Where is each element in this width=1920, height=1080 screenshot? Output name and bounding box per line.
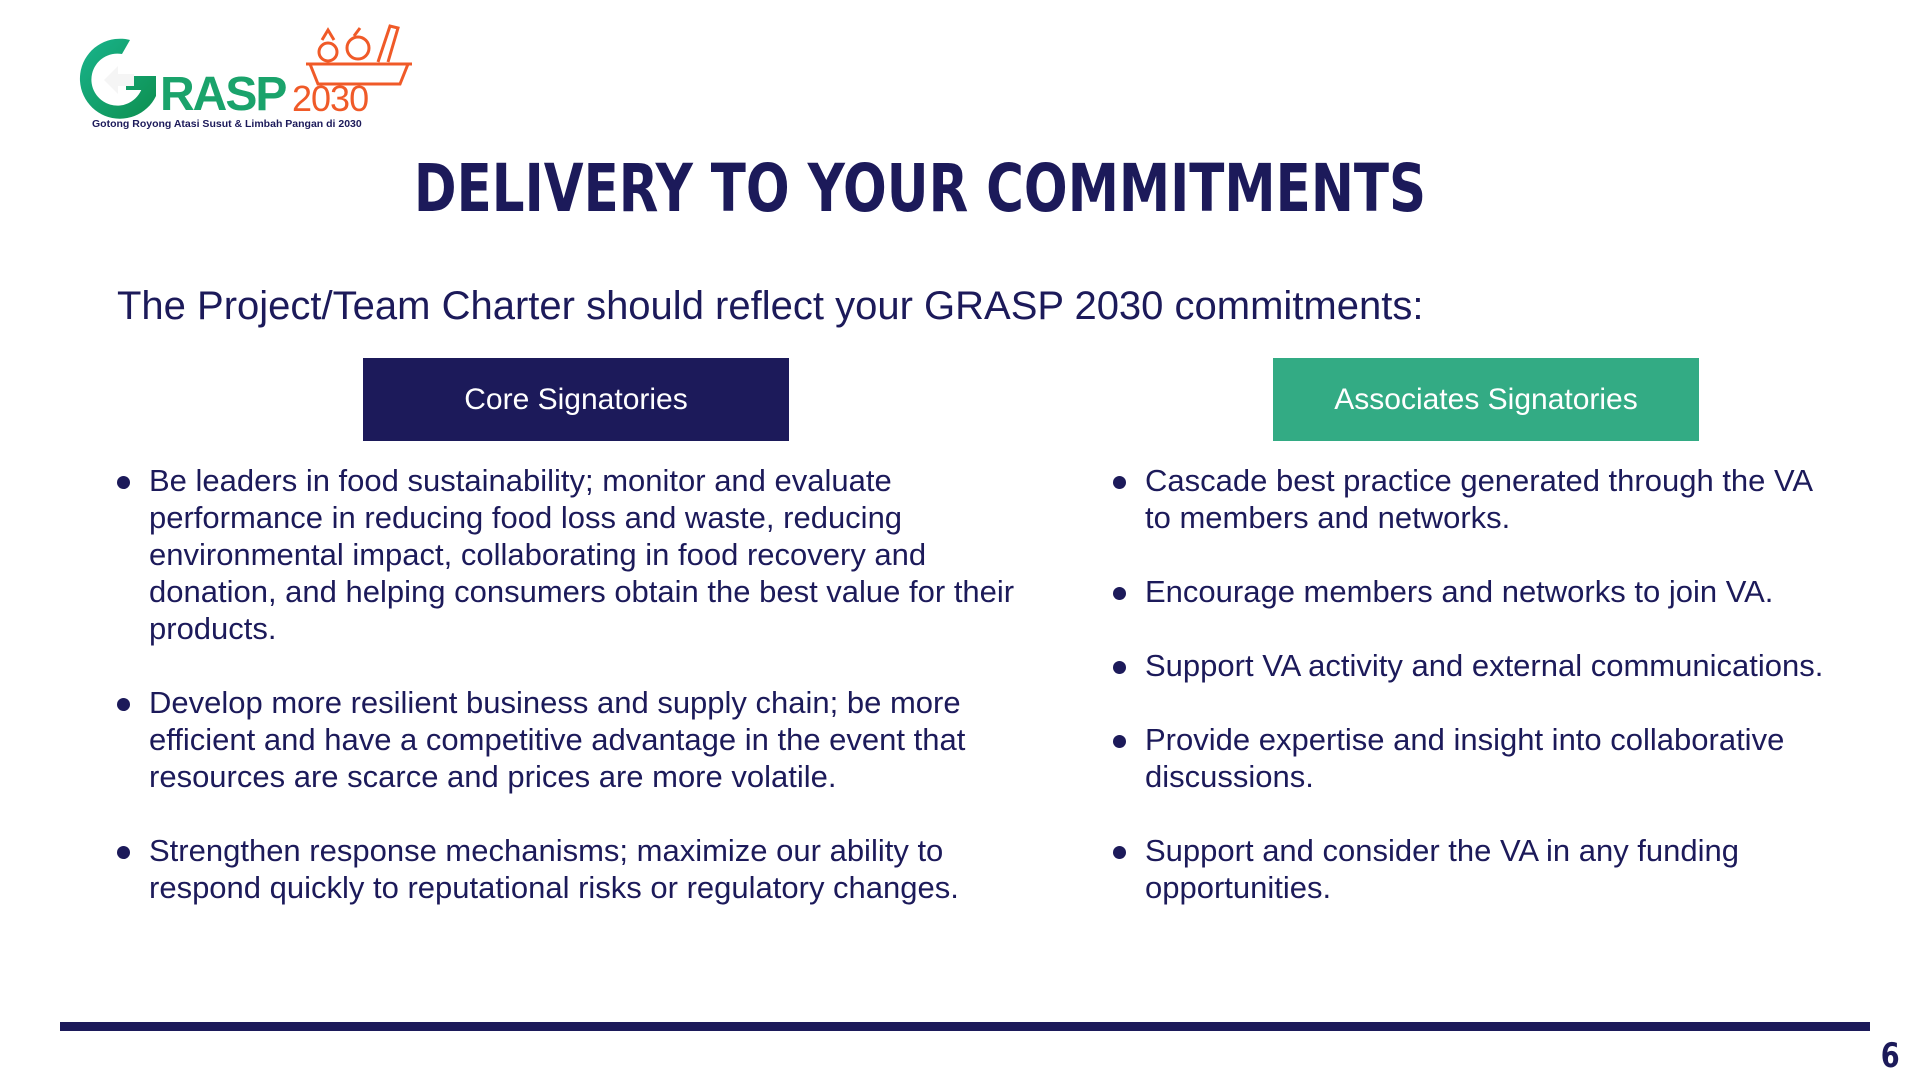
list-item: Cascade best practice generated through … — [1113, 462, 1833, 536]
list-item: Support VA activity and external communi… — [1113, 647, 1833, 684]
list-item: Provide expertise and insight into colla… — [1113, 721, 1833, 795]
associates-signatories-badge: Associates Signatories — [1273, 358, 1699, 441]
logo-tagline: Gotong Royong Atasi Susut & Limbah Panga… — [92, 118, 362, 130]
list-item: Support and consider the VA in any fundi… — [1113, 832, 1833, 906]
page-number: 6 — [1881, 1036, 1900, 1076]
core-commitments-list: Be leaders in food sustainability; monit… — [117, 462, 1017, 943]
core-signatories-label: Core Signatories — [464, 382, 688, 416]
associates-signatories-label: Associates Signatories — [1334, 382, 1638, 416]
grasp-logo-graphic: RASP 2030 — [79, 24, 412, 121]
list-item: Be leaders in food sustainability; monit… — [117, 462, 1017, 647]
grasp-logo: RASP 2030 — [60, 18, 430, 138]
svg-text:RASP: RASP — [160, 68, 286, 121]
list-item: Develop more resilient business and supp… — [117, 684, 1017, 795]
grocery-basket-icon — [306, 24, 412, 86]
slide-subtitle: The Project/Team Charter should reflect … — [117, 284, 1424, 328]
list-item: Strengthen response mechanisms; maximize… — [117, 832, 1017, 906]
associates-commitments-list: Cascade best practice generated through … — [1113, 462, 1833, 943]
list-item: Encourage members and networks to join V… — [1113, 573, 1833, 610]
slide-title: DELIVERY TO YOUR COMMITMENTS — [413, 150, 1427, 227]
footer-divider — [60, 1022, 1870, 1031]
core-signatories-badge: Core Signatories — [363, 358, 789, 441]
